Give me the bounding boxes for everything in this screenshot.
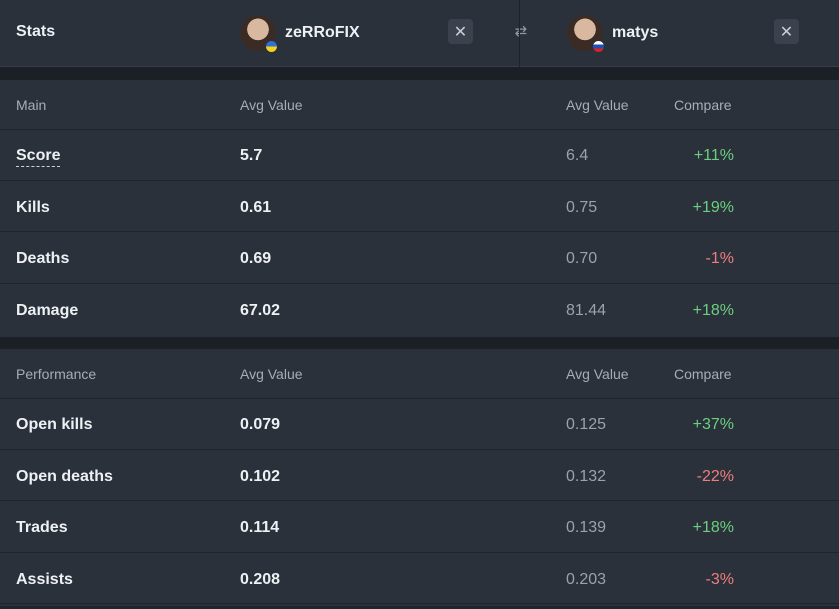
avg-value-header: Avg Value [240, 97, 303, 113]
remove-player1-button[interactable]: ✕ [448, 19, 473, 44]
close-icon: ✕ [779, 23, 794, 41]
player1-value: 0.114 [240, 519, 280, 536]
player2-value: 0.125 [566, 416, 607, 433]
compare-value: +11% [693, 147, 734, 164]
stat-label: Damage [16, 302, 79, 319]
table-row: Open deaths 0.102 0.132 -22% [0, 450, 839, 501]
player2-value: 0.132 [566, 468, 607, 485]
player2-value: 6.4 [566, 147, 589, 164]
table-row: Score 5.7 6.4 +11% [0, 130, 839, 181]
stat-label: Open kills [16, 416, 93, 433]
player1-value: 5.7 [240, 147, 263, 164]
stat-label: Open deaths [16, 468, 113, 485]
table-row: Deaths 0.69 0.70 -1% [0, 233, 839, 284]
compare-value: +18% [692, 302, 734, 319]
remove-player2-button[interactable]: ✕ [774, 19, 799, 44]
player2-chip[interactable]: matys [567, 13, 658, 53]
player2-name: matys [612, 24, 659, 41]
compare-value: -3% [705, 571, 734, 588]
player1-avatar [240, 15, 278, 53]
compare-value: +37% [692, 416, 734, 433]
compare-value: -1% [705, 250, 734, 267]
player2-value: 0.203 [566, 571, 607, 588]
close-icon: ✕ [453, 23, 468, 41]
section-gap [0, 67, 839, 80]
compare-value: +19% [692, 199, 734, 216]
compare-value: +18% [692, 519, 734, 536]
slovakia-flag-icon [592, 40, 605, 53]
player1-value: 0.69 [240, 250, 272, 267]
compare-value: -22% [696, 468, 734, 485]
table-row: Damage 67.02 81.44 +18% [0, 284, 839, 335]
table-row: Kills 0.61 0.75 +19% [0, 181, 839, 232]
stat-label: Kills [16, 199, 50, 216]
player1-value: 0.102 [240, 468, 281, 485]
section-title: Main [16, 97, 47, 113]
player2-value: 0.139 [566, 519, 607, 536]
stat-label: Assists [16, 571, 73, 588]
player1-chip[interactable]: zeRRoFIX [240, 13, 360, 53]
player2-avatar [567, 15, 605, 53]
ukraine-flag-icon [265, 40, 278, 53]
player2-value: 0.70 [566, 250, 598, 267]
avg-value-header: Avg Value [566, 366, 629, 382]
section-title: Performance [16, 366, 97, 382]
stats-title: Stats [16, 23, 56, 40]
section-gap [0, 337, 839, 349]
compare-header: Compare [674, 366, 732, 382]
table-row: Trades 0.114 0.139 +18% [0, 502, 839, 553]
player1-value: 67.02 [240, 302, 281, 319]
avg-value-header: Avg Value [566, 97, 629, 113]
player1-name: zeRRoFIX [285, 24, 360, 41]
player2-value: 81.44 [566, 302, 607, 319]
stat-label: Deaths [16, 250, 70, 267]
performance-section-header: Performance Avg Value Avg Value Compare [0, 349, 839, 399]
stat-label: Trades [16, 519, 68, 536]
performance-stats-section: Performance Avg Value Avg Value Compare … [0, 349, 839, 606]
main-stats-section: Main Avg Value Avg Value Compare Score 5… [0, 80, 839, 337]
header-divider [519, 0, 520, 67]
table-row: Assists 0.208 0.203 -3% [0, 553, 839, 604]
avg-value-header: Avg Value [240, 366, 303, 382]
compare-header: Stats zeRRoFIX ✕ ⇄ matys ✕ [0, 0, 839, 67]
player2-value: 0.75 [566, 199, 598, 216]
player1-value: 0.079 [240, 416, 281, 433]
table-row: Open kills 0.079 0.125 +37% [0, 399, 839, 450]
main-section-header: Main Avg Value Avg Value Compare [0, 80, 839, 130]
stat-label-score[interactable]: Score [16, 147, 61, 167]
compare-header: Compare [674, 97, 732, 113]
player1-value: 0.61 [240, 199, 272, 216]
player1-value: 0.208 [240, 571, 281, 588]
swap-players-icon[interactable]: ⇄ [514, 23, 528, 40]
